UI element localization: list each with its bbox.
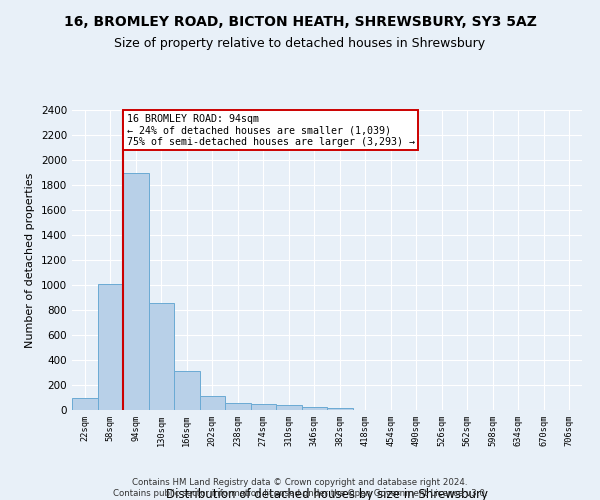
Bar xyxy=(225,403,251,410)
Text: Contains HM Land Registry data © Crown copyright and database right 2024.
Contai: Contains HM Land Registry data © Crown c… xyxy=(113,478,487,498)
Bar xyxy=(174,370,199,410)
Bar xyxy=(149,302,174,410)
Bar xyxy=(123,172,149,410)
Bar xyxy=(199,396,225,410)
X-axis label: Distribution of detached houses by size in Shrewsbury: Distribution of detached houses by size … xyxy=(166,488,488,500)
Text: 16, BROMLEY ROAD, BICTON HEATH, SHREWSBURY, SY3 5AZ: 16, BROMLEY ROAD, BICTON HEATH, SHREWSBU… xyxy=(64,15,536,29)
Bar xyxy=(327,408,353,410)
Bar xyxy=(97,284,123,410)
Y-axis label: Number of detached properties: Number of detached properties xyxy=(25,172,35,348)
Bar xyxy=(251,404,276,410)
Text: 16 BROMLEY ROAD: 94sqm
← 24% of detached houses are smaller (1,039)
75% of semi-: 16 BROMLEY ROAD: 94sqm ← 24% of detached… xyxy=(127,114,415,147)
Bar xyxy=(302,407,327,410)
Bar xyxy=(276,405,302,410)
Text: Size of property relative to detached houses in Shrewsbury: Size of property relative to detached ho… xyxy=(115,38,485,51)
Bar xyxy=(72,398,97,410)
